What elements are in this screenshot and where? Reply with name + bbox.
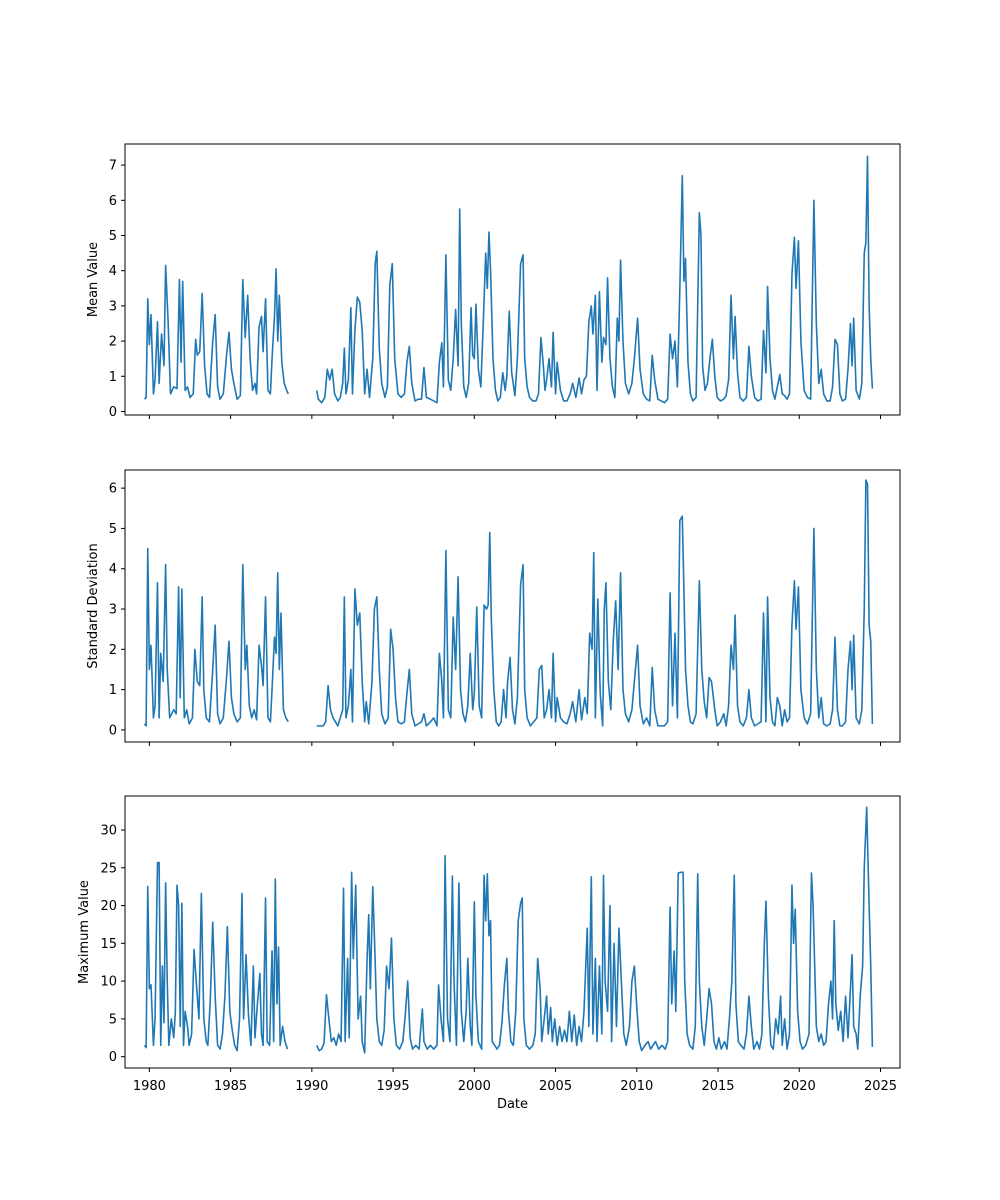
x-tick-label: 2000 xyxy=(458,1079,491,1094)
panel-mean: 0 1 2 3 4 5 6 7 xyxy=(109,143,901,420)
y-tick-label: 0 xyxy=(109,723,117,738)
x-axis-label: Date xyxy=(497,1097,528,1112)
x-tick-label: 1990 xyxy=(295,1079,328,1094)
y-tick-label: 1 xyxy=(109,370,117,385)
axes-frame-mean xyxy=(124,143,901,416)
y-tick-label: 1 xyxy=(109,683,117,698)
series-line-max-segment-1 xyxy=(143,861,289,1052)
x-tick-label: 2020 xyxy=(783,1079,816,1094)
series-line-max-segment-2 xyxy=(315,806,874,1054)
x-tick-label: 2005 xyxy=(539,1079,572,1094)
y-tick-label: 30 xyxy=(100,824,117,839)
axes-frame-std xyxy=(124,469,901,743)
y-tick-label: 5 xyxy=(109,229,117,244)
y-tick-label: 3 xyxy=(109,299,117,314)
series-line-mean-segment-2 xyxy=(315,155,874,404)
x-tick-label: 2015 xyxy=(701,1079,734,1094)
series-line-std-segment-1 xyxy=(143,547,289,727)
panel-std: 0 1 2 3 4 5 6 xyxy=(109,469,901,746)
y-tick-label: 15 xyxy=(100,937,117,952)
y-tick-label: 0 xyxy=(109,1050,117,1065)
y-tick-label: 10 xyxy=(100,975,117,990)
y-tick-label: 6 xyxy=(109,194,117,209)
y-axis-label-max: Maximum Value xyxy=(77,880,92,984)
x-tick-label: 1980 xyxy=(133,1079,166,1094)
y-tick-label: 4 xyxy=(109,562,117,577)
y-tick-label: 0 xyxy=(109,405,117,420)
x-tick-label: 2010 xyxy=(620,1079,653,1094)
y-tick-label: 2 xyxy=(109,335,117,350)
x-tick-label: 1985 xyxy=(214,1079,247,1094)
y-tick-label: 20 xyxy=(100,899,117,914)
y-tick-label: 5 xyxy=(109,522,117,537)
x-tick-label: 1995 xyxy=(377,1079,410,1094)
y-tick-label: 7 xyxy=(109,159,117,174)
y-tick-label: 25 xyxy=(100,861,117,876)
x-tick-label: 2025 xyxy=(864,1079,897,1094)
y-tick-label: 5 xyxy=(109,1012,117,1027)
series-line-mean-segment-1 xyxy=(143,264,290,400)
y-tick-label: 2 xyxy=(109,643,117,658)
y-axis-label-std: Standard Deviation xyxy=(86,543,101,668)
y-tick-label: 3 xyxy=(109,603,117,618)
y-tick-label: 4 xyxy=(109,264,117,279)
y-tick-label: 6 xyxy=(109,482,117,497)
axes-frame-max xyxy=(124,795,901,1069)
y-axis-label-mean: Mean Value xyxy=(86,242,101,317)
series-line-std-segment-2 xyxy=(316,479,874,727)
